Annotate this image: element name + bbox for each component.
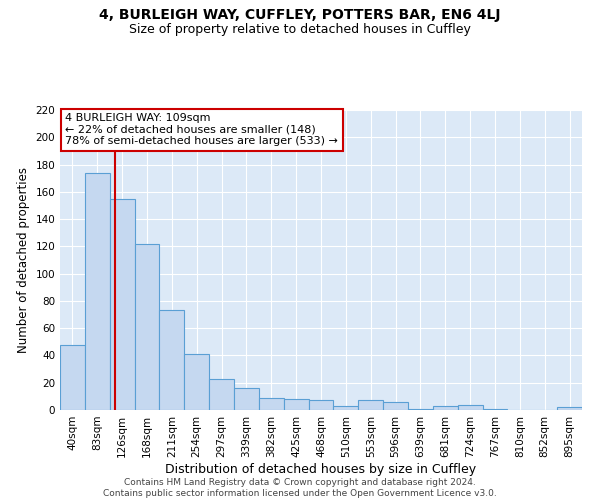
Bar: [433, 406, 458, 410]
Bar: [184, 354, 209, 410]
Bar: [284, 399, 308, 410]
Bar: [458, 404, 482, 410]
Bar: [482, 408, 508, 410]
Text: Contains HM Land Registry data © Crown copyright and database right 2024.
Contai: Contains HM Land Registry data © Crown c…: [103, 478, 497, 498]
Bar: [308, 400, 334, 410]
Bar: [60, 344, 85, 410]
Bar: [209, 378, 234, 410]
Bar: [334, 406, 358, 410]
Text: 4, BURLEIGH WAY, CUFFLEY, POTTERS BAR, EN6 4LJ: 4, BURLEIGH WAY, CUFFLEY, POTTERS BAR, E…: [99, 8, 501, 22]
Y-axis label: Number of detached properties: Number of detached properties: [17, 167, 30, 353]
Text: 4 BURLEIGH WAY: 109sqm
← 22% of detached houses are smaller (148)
78% of semi-de: 4 BURLEIGH WAY: 109sqm ← 22% of detached…: [65, 113, 338, 146]
Bar: [358, 400, 383, 410]
X-axis label: Distribution of detached houses by size in Cuffley: Distribution of detached houses by size …: [166, 462, 476, 475]
Bar: [259, 398, 284, 410]
Bar: [160, 310, 184, 410]
Bar: [383, 402, 408, 410]
Bar: [557, 408, 582, 410]
Bar: [234, 388, 259, 410]
Bar: [408, 408, 433, 410]
Text: Size of property relative to detached houses in Cuffley: Size of property relative to detached ho…: [129, 22, 471, 36]
Bar: [85, 172, 110, 410]
Bar: [134, 244, 160, 410]
Bar: [110, 198, 134, 410]
